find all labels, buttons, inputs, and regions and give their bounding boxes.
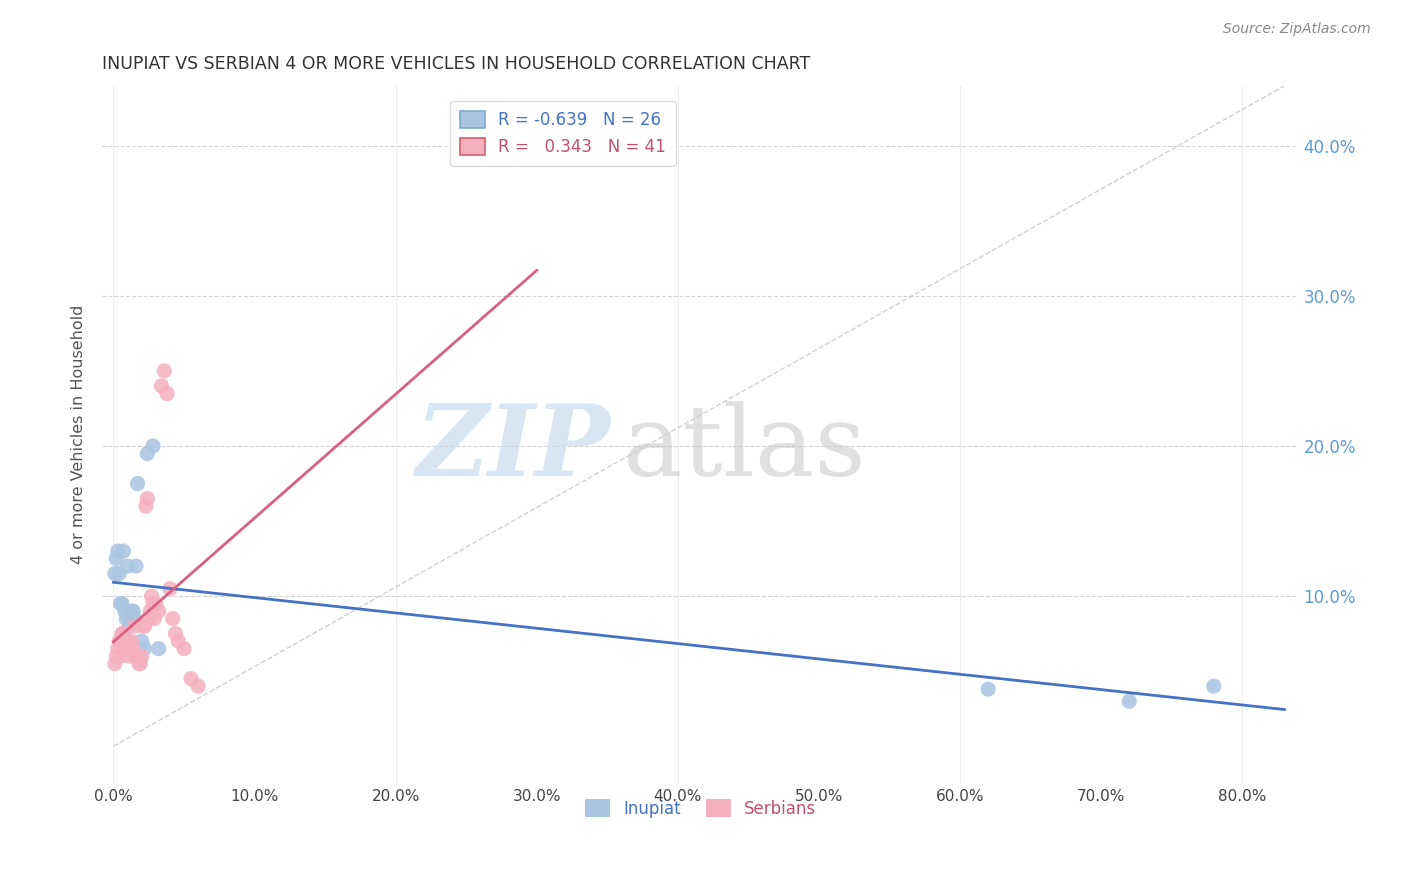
Point — [125, 649, 148, 664]
Point — [143, 612, 166, 626]
Point — [173, 641, 195, 656]
Point — [121, 634, 143, 648]
Point — [112, 544, 135, 558]
Point — [150, 379, 173, 393]
Point — [145, 597, 167, 611]
Point — [142, 439, 165, 453]
Point — [108, 634, 131, 648]
Point — [141, 589, 163, 603]
Point — [122, 641, 145, 656]
Point — [117, 634, 139, 648]
Point — [1118, 694, 1140, 708]
Point — [115, 641, 138, 656]
Legend: Inupiat, Serbians: Inupiat, Serbians — [578, 793, 823, 824]
Point — [159, 582, 181, 596]
Point — [107, 641, 129, 656]
Point — [134, 641, 156, 656]
Point — [135, 499, 157, 513]
Point — [128, 641, 150, 656]
Point — [110, 597, 132, 611]
Point — [105, 551, 128, 566]
Point — [117, 559, 139, 574]
Point — [108, 566, 131, 581]
Point — [138, 612, 160, 626]
Text: INUPIAT VS SERBIAN 4 OR MORE VEHICLES IN HOUSEHOLD CORRELATION CHART: INUPIAT VS SERBIAN 4 OR MORE VEHICLES IN… — [103, 55, 810, 73]
Point — [111, 597, 134, 611]
Point — [153, 364, 176, 378]
Point — [187, 679, 209, 693]
Point — [114, 634, 136, 648]
Point — [112, 626, 135, 640]
Point — [136, 491, 159, 506]
Point — [122, 604, 145, 618]
Point — [148, 641, 170, 656]
Text: Source: ZipAtlas.com: Source: ZipAtlas.com — [1223, 22, 1371, 37]
Point — [148, 604, 170, 618]
Point — [1202, 679, 1225, 693]
Point — [107, 544, 129, 558]
Point — [110, 649, 132, 664]
Text: atlas: atlas — [623, 401, 865, 497]
Point — [165, 626, 187, 640]
Point — [104, 657, 127, 671]
Y-axis label: 4 or more Vehicles in Household: 4 or more Vehicles in Household — [72, 305, 86, 565]
Point — [114, 604, 136, 618]
Point — [142, 597, 165, 611]
Point — [167, 634, 190, 648]
Point — [136, 446, 159, 460]
Point — [115, 612, 138, 626]
Point — [180, 672, 202, 686]
Point — [120, 612, 142, 626]
Point — [125, 559, 148, 574]
Point — [139, 604, 162, 618]
Point — [134, 619, 156, 633]
Point — [132, 619, 155, 633]
Point — [127, 649, 149, 664]
Point — [120, 641, 142, 656]
Point — [128, 657, 150, 671]
Point — [131, 649, 153, 664]
Point — [111, 626, 134, 640]
Point — [121, 604, 143, 618]
Point — [105, 649, 128, 664]
Point — [127, 476, 149, 491]
Point — [156, 386, 179, 401]
Point — [124, 619, 146, 633]
Point — [104, 566, 127, 581]
Text: ZIP: ZIP — [416, 401, 610, 497]
Point — [118, 619, 141, 633]
Point — [129, 657, 152, 671]
Point — [124, 612, 146, 626]
Point — [118, 649, 141, 664]
Point — [162, 612, 184, 626]
Point — [977, 682, 1000, 697]
Point — [131, 634, 153, 648]
